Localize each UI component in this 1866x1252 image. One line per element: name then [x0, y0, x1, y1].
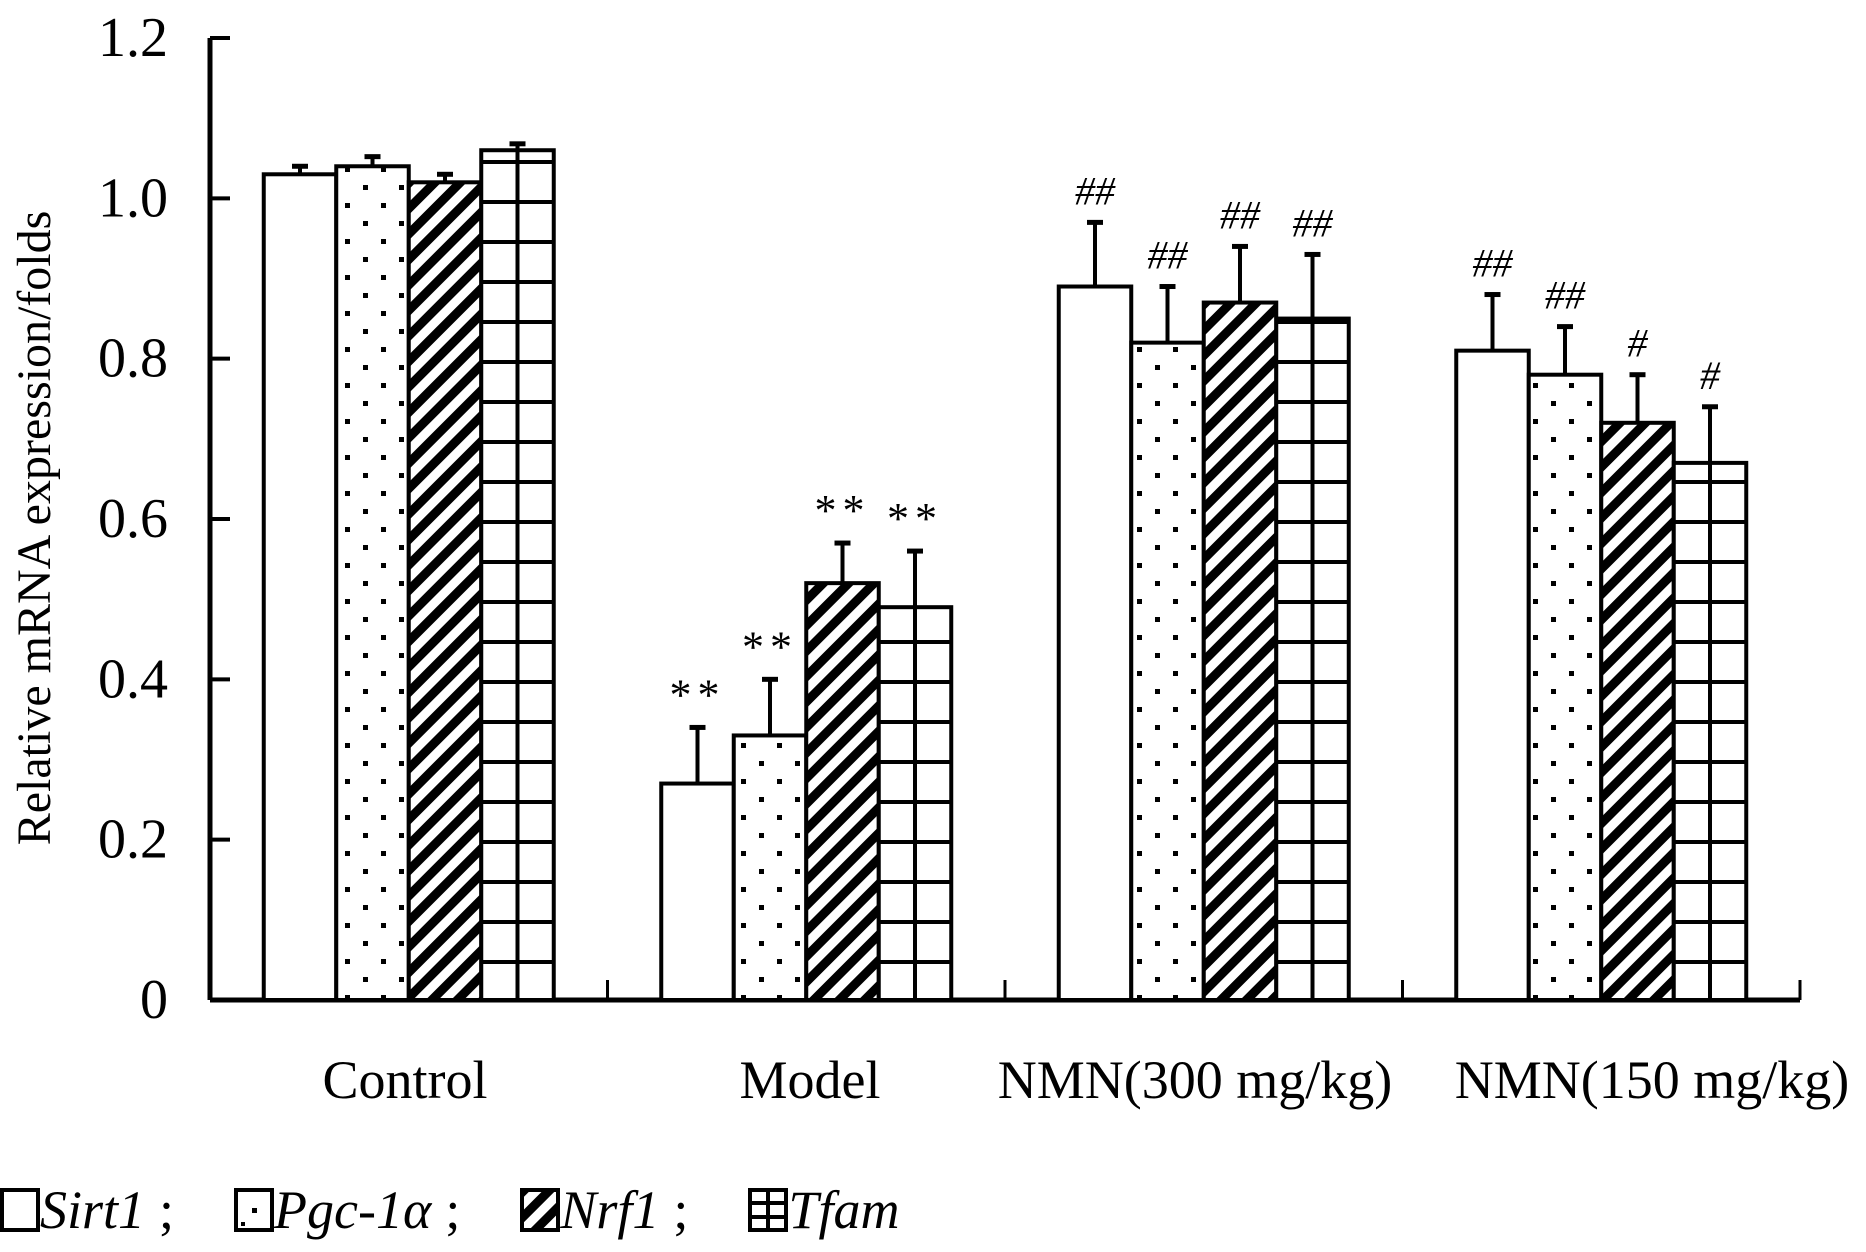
y-axis-title: Relative mRNA expression/folds [8, 211, 61, 846]
legend-label: Pgc-1α [274, 1180, 432, 1240]
legend-separator: ; [445, 1180, 461, 1240]
legend-swatch-diagonal-icon [520, 1188, 561, 1232]
bar-pgc1-3 [1526, 372, 1604, 1002]
x-axis: Control Model NMN(300 mg/kg) NMN(150 mg/kg) [210, 980, 1849, 1110]
bars [261, 148, 1749, 1003]
significance-marker: # [1628, 321, 1649, 366]
y-axis: 0 0.2 0.4 0.6 0.8 1.0 1.2 [98, 7, 230, 1031]
significance-marker: ## [1293, 200, 1334, 245]
bar-nrf1-2 [1201, 300, 1279, 1002]
legend-item-nrf1: Nrf1 ; [520, 1179, 688, 1241]
bar-nrf1-3 [1599, 420, 1676, 1002]
significance-marker: ** [887, 494, 943, 543]
x-category-label: Control [322, 1050, 487, 1110]
bar-nrf1-0 [406, 180, 484, 1003]
y-tick-label: 1.0 [98, 167, 168, 229]
bar-sirt1-1 [659, 781, 736, 1002]
y-tick-label: 0.8 [98, 328, 168, 390]
legend-swatch-blank-icon [0, 1188, 40, 1232]
x-category-label: NMN(300 mg/kg) [998, 1050, 1392, 1110]
legend-item-sirt1: Sirt1 ; [0, 1179, 174, 1241]
legend-label: Tfam [788, 1180, 900, 1240]
significance-marker: ## [1148, 233, 1189, 278]
significance-marker: # [1700, 353, 1721, 398]
legend: Sirt1 ; Pgc-1α ; Nrf1 ; Tfam [0, 1170, 1866, 1250]
bar-nrf1-1 [804, 581, 881, 1003]
y-tick-label: 0.6 [98, 488, 168, 550]
legend-separator: ; [159, 1180, 175, 1240]
bar-chart: 0 0.2 0.4 0.6 0.8 1.0 1.2 Control Model NMN(300 … [8, 7, 1849, 1110]
x-category-label: NMN(150 mg/kg) [1455, 1050, 1849, 1110]
significance-marker: ## [1545, 273, 1586, 318]
significance-marker: ## [1473, 241, 1514, 286]
legend-label: Nrf1 [560, 1180, 660, 1240]
bar-pgc1-0 [334, 164, 411, 1002]
legend-separator: ; [673, 1180, 689, 1240]
significance-marker: ** [815, 486, 871, 535]
y-tick-label: 1.2 [98, 7, 168, 69]
bar-sirt1-0 [261, 172, 339, 1003]
significance-marker: ## [1075, 168, 1116, 213]
significance-annotations: ****** **###### ######## [670, 168, 1722, 719]
bar-pgc1-1 [731, 733, 809, 1002]
y-tick-label: 0 [140, 969, 168, 1031]
legend-label: Sirt1 [40, 1180, 146, 1240]
significance-marker: ** [670, 670, 726, 719]
bar-sirt1-3 [1454, 348, 1531, 1002]
y-tick-label: 0.2 [98, 809, 168, 871]
error-bars [292, 141, 1718, 784]
bar-sirt1-2 [1056, 284, 1134, 1002]
significance-marker: ## [1220, 192, 1261, 237]
legend-item-pgc1a: Pgc-1α ; [234, 1179, 460, 1241]
legend-swatch-grid-icon [748, 1188, 789, 1232]
y-tick-label: 0.4 [98, 648, 168, 710]
bar-pgc1-2 [1129, 340, 1206, 1002]
significance-marker: ** [742, 622, 798, 671]
x-category-label: Model [740, 1050, 881, 1110]
legend-swatch-dots-icon [234, 1188, 275, 1232]
legend-item-tfam: Tfam [748, 1179, 899, 1241]
